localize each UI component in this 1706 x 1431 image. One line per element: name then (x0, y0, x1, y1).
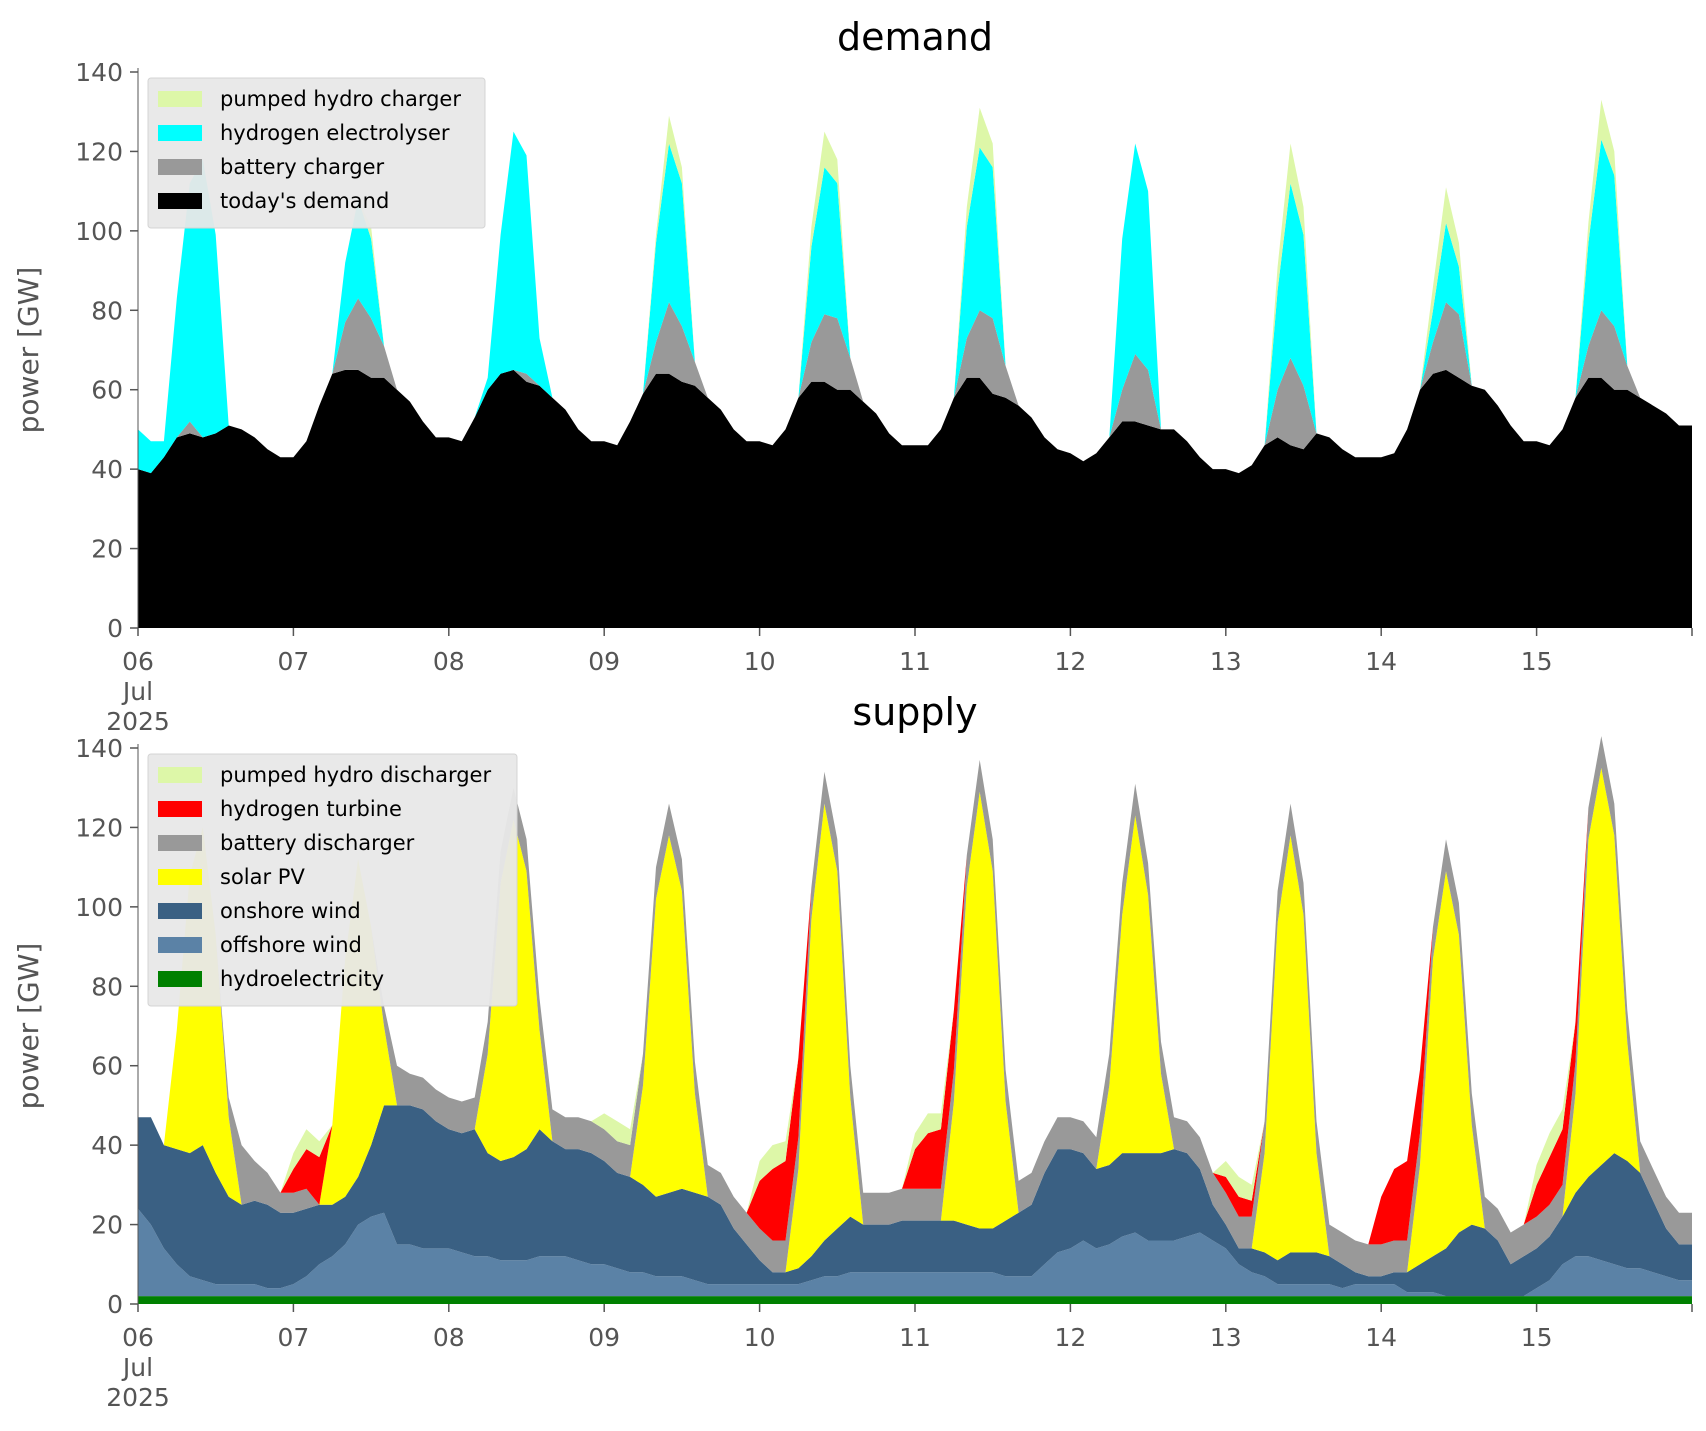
supply-areas (138, 736, 1692, 1304)
x-tick-label: 08 (433, 647, 465, 676)
area-solar-pv (138, 767, 1692, 1277)
y-tick-label: 0 (107, 614, 123, 643)
supply-panel: supply 0 20 40 60 80 100 120 140 power [GW] 06 Jul 2… (12, 690, 1693, 1412)
area-hydrogen-electrolyser (138, 131, 1692, 474)
area-pumped-hydro-discharger (138, 736, 1692, 1245)
area-hydrogen-turbine (138, 736, 1692, 1245)
y-tick-label: 100 (75, 217, 123, 246)
y-tick-label: 80 (91, 972, 123, 1001)
y-tick-label: 60 (91, 1052, 123, 1081)
area-hydroelectricity (138, 1296, 1692, 1304)
y-tick-label: 140 (75, 734, 123, 763)
x-tick-label: 11 (899, 647, 931, 676)
y-tick-label: 120 (75, 137, 123, 166)
x-tick-label: 07 (277, 647, 309, 676)
legend-label: battery discharger (220, 831, 415, 855)
legend-swatch-offshore-wind (158, 937, 202, 953)
legend: pumped hydro charger hydrogen electrolyse… (147, 77, 486, 229)
y-tick-label: 120 (75, 813, 123, 842)
y-tick-label: 0 (107, 1290, 123, 1319)
x-tick-label: 10 (744, 647, 776, 676)
y-tick-label: 100 (75, 893, 123, 922)
legend-label: solar PV (220, 865, 305, 889)
legend-label: today's demand (220, 189, 389, 213)
legend-swatch-hydrogen-electrolyser (158, 125, 202, 141)
legend-label: pumped hydro discharger (220, 763, 491, 787)
x-tick-label: 13 (1210, 647, 1242, 676)
y-axis-label: power [GW] (12, 943, 45, 1110)
y-tick-label: 140 (75, 58, 123, 87)
x-tick-label: 14 (1365, 1323, 1397, 1352)
x-tick-label: 10 (744, 1323, 776, 1352)
x-tick-label: 14 (1365, 647, 1397, 676)
x-tick-label: 13 (1210, 1323, 1242, 1352)
legend-swatch-today-s-demand (158, 193, 202, 209)
x-tick-label: 09 (588, 647, 620, 676)
legend-swatch-solar-pv (158, 869, 202, 885)
x-tick-label: 06 Jul 2025 (106, 647, 170, 736)
legend-box (147, 753, 518, 1007)
area-today-s-demand (138, 369, 1692, 628)
legend-label: hydroelectricity (220, 967, 384, 991)
legend-swatch-hydrogen-turbine (158, 801, 202, 817)
chart-title: demand (837, 15, 993, 59)
x-tick-label: 12 (1054, 647, 1086, 676)
x-tick-label: 15 (1521, 1323, 1553, 1352)
legend-swatch-hydroelectricity (158, 971, 202, 987)
demand-areas (138, 99, 1692, 628)
y-tick-label: 80 (91, 296, 123, 325)
y-tick-label: 40 (91, 1131, 123, 1160)
legend-label: battery charger (220, 155, 385, 179)
x-tick-label: 08 (433, 1323, 465, 1352)
x-tick-label: 11 (899, 1323, 931, 1352)
legend-swatch-battery-charger (158, 159, 202, 175)
area-battery-discharger (138, 736, 1692, 1277)
area-battery-charger (138, 298, 1692, 474)
legend-swatch-pumped-hydro-discharger (158, 767, 202, 783)
legend-swatch-pumped-hydro-charger (158, 91, 202, 107)
legend: pumped hydro discharger hydrogen turbine b… (147, 753, 518, 1007)
y-tick-label: 20 (91, 535, 123, 564)
legend-label: offshore wind (220, 933, 362, 957)
chart-title: supply (852, 690, 977, 734)
legend-box (147, 77, 486, 229)
x-tick-label: 07 (277, 1323, 309, 1352)
y-tick-label: 40 (91, 455, 123, 484)
x-tick-label: 06 Jul 2025 (106, 1323, 170, 1412)
area-offshore-wind (138, 1208, 1692, 1297)
demand-panel: demand 0 20 40 60 80 100 120 140 power [GW] 06 Jul 2… (12, 15, 1693, 736)
legend-swatch-onshore-wind (158, 903, 202, 919)
area-onshore-wind (138, 1105, 1692, 1297)
legend-label: hydrogen electrolyser (220, 121, 450, 145)
x-tick-label: 12 (1054, 1323, 1086, 1352)
y-axis-label: power [GW] (12, 267, 45, 434)
legend-label: onshore wind (220, 899, 361, 923)
y-tick-label: 60 (91, 376, 123, 405)
legend-label: pumped hydro charger (220, 87, 461, 111)
x-tick-label: 15 (1521, 647, 1553, 676)
legend-swatch-battery-discharger (158, 835, 202, 851)
y-tick-label: 20 (91, 1211, 123, 1240)
x-tick-label: 09 (588, 1323, 620, 1352)
legend-label: hydrogen turbine (220, 797, 402, 821)
